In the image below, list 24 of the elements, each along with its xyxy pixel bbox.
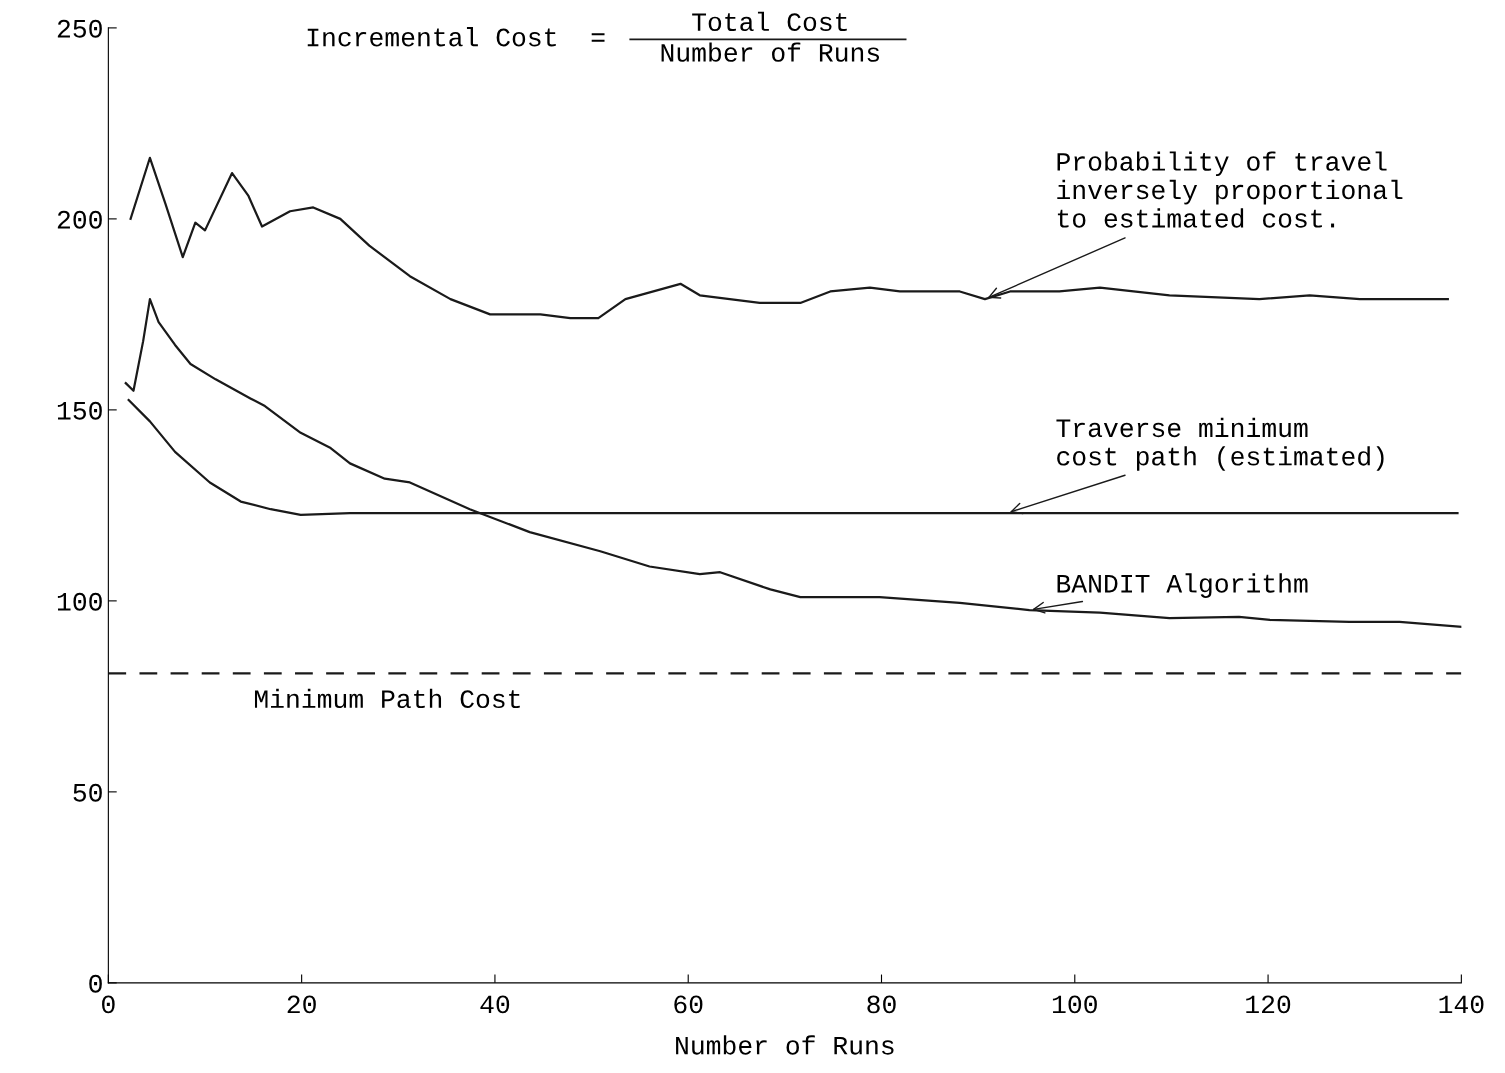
x-tick-label: 80 (867, 995, 896, 1014)
x-tick-label: 40 (480, 995, 510, 1014)
y-tick-label: 100 (57, 592, 102, 611)
ref-line-label: Minimum Path Cost (254, 688, 520, 709)
x-tick-label: 120 (1246, 995, 1291, 1014)
y-tick-label: 250 (57, 19, 102, 38)
y-tick-label: 150 (57, 401, 102, 420)
annotation: Total Cost (692, 11, 847, 32)
x-tick-label: 100 (1052, 995, 1097, 1014)
line-series (127, 398, 1459, 517)
annotation: Incremental Cost = (307, 27, 605, 47)
x-axis-title: Number of Runs (676, 1035, 894, 1055)
y-tick-label: 50 (73, 783, 102, 802)
annotation: Number of Runs (661, 42, 880, 62)
x-tick-label: 60 (674, 995, 703, 1014)
x-tick-label: 0 (102, 995, 115, 1014)
line-series (124, 298, 1462, 628)
x-tick-label: 140 (1439, 995, 1484, 1014)
text: Probability of travel inversely proportional to estimated cost. (1057, 151, 1403, 228)
series-label: BANDIT Algorithm (1057, 573, 1308, 598)
y-tick-label: 200 (57, 210, 102, 229)
x-tick-label: 20 (287, 995, 316, 1014)
y-tick-label: 0 (89, 974, 102, 993)
series-label: Traverse minimum cost path (estimated) (1056, 417, 1384, 471)
